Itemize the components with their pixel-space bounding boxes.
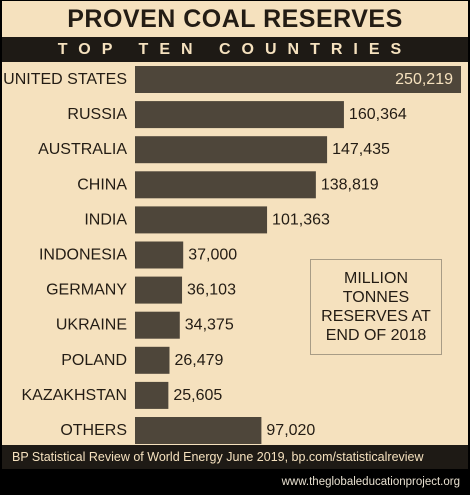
bar-chart: UNITED STATES 250,219 RUSSIA 160,364 AUSTRAL…: [3, 66, 461, 444]
chart-title: PROVEN COAL RESERVES: [67, 5, 403, 33]
bar-australia: [135, 136, 328, 164]
category-label-germany: GERMANY: [46, 282, 127, 299]
category-label-ukraine: UKRAINE: [56, 317, 127, 334]
bar-others: [135, 417, 262, 444]
source-band: BP Statistical Review of World Energy Ju…: [2, 445, 468, 469]
bar-united-states: [135, 66, 461, 93]
source-credit: BP Statistical Review of World Energy Ju…: [12, 450, 424, 464]
chart-subtitle: TOP TEN COUNTRIES: [57, 41, 413, 58]
website-credit: www.theglobaleducationproject.org: [281, 476, 460, 488]
bar-kazakhstan: [135, 381, 169, 409]
category-label-others: OTHERS: [60, 422, 127, 439]
bar-india: [135, 206, 268, 234]
unit-note-box: MILLION TONNES RESERVES AT END OF 2018: [310, 259, 442, 355]
bar-poland: [135, 346, 170, 374]
infographic-panel: PROVEN COAL RESERVES TOP TEN COUNTRIES U…: [2, 1, 468, 469]
category-label-indonesia: INDONESIA: [39, 247, 127, 264]
value-label-united-states: 250,219: [395, 71, 453, 88]
bar-china: [135, 171, 316, 199]
value-label-china: 138,819: [321, 176, 379, 193]
category-label-india: INDIA: [84, 211, 127, 228]
value-label-germany: 36,103: [187, 282, 236, 299]
value-label-indonesia: 37,000: [188, 247, 237, 264]
value-label-india: 101,363: [272, 211, 330, 228]
subtitle-band: TOP TEN COUNTRIES: [2, 37, 468, 62]
unit-note: MILLION TONNES RESERVES AT END OF 2018: [321, 270, 431, 344]
bar-ukraine: [135, 311, 180, 339]
value-label-others: 97,020: [266, 422, 315, 439]
bar-russia: [135, 101, 344, 129]
value-label-australia: 147,435: [332, 141, 390, 158]
bar-indonesia: [135, 241, 184, 269]
category-label-united-states: UNITED STATES: [3, 71, 127, 88]
category-label-russia: RUSSIA: [67, 106, 127, 123]
category-label-kazakhstan: KAZAKHSTAN: [22, 387, 128, 404]
value-label-poland: 26,479: [174, 352, 223, 369]
value-label-russia: 160,364: [349, 106, 407, 123]
category-label-australia: AUSTRALIA: [38, 141, 127, 158]
category-label-china: CHINA: [77, 176, 127, 193]
value-label-ukraine: 34,375: [185, 317, 234, 334]
category-label-poland: POLAND: [61, 352, 127, 369]
value-label-kazakhstan: 25,605: [173, 387, 222, 404]
bar-germany: [135, 276, 183, 304]
